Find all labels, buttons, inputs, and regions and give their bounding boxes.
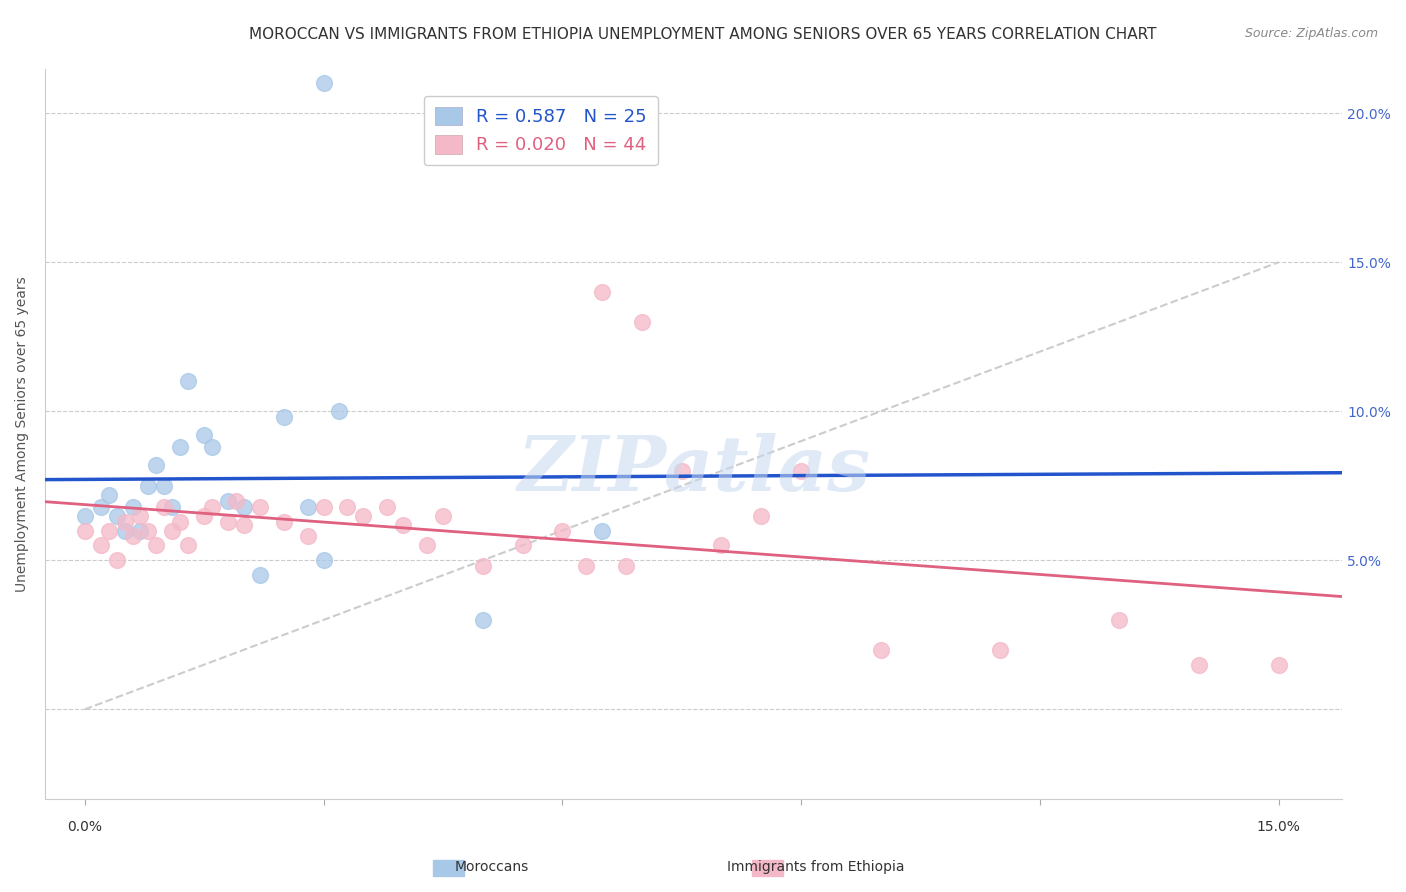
Text: Immigrants from Ethiopia: Immigrants from Ethiopia <box>727 860 904 874</box>
Point <box>392 517 415 532</box>
Point <box>129 508 152 523</box>
Point <box>297 500 319 514</box>
Point <box>193 508 215 523</box>
Point <box>1108 613 1130 627</box>
Point <box>336 500 359 514</box>
Point <box>631 315 654 329</box>
Point <box>471 613 494 627</box>
Point <box>312 77 335 91</box>
Point <box>551 524 574 538</box>
Point <box>988 642 1011 657</box>
Point <box>312 500 335 514</box>
Point <box>105 508 128 523</box>
Point <box>121 500 143 514</box>
Text: ZIPatlas: ZIPatlas <box>517 434 870 508</box>
Point <box>273 410 295 425</box>
Point <box>591 285 613 299</box>
Point <box>90 500 112 514</box>
Y-axis label: Unemployment Among Seniors over 65 years: Unemployment Among Seniors over 65 years <box>15 276 30 591</box>
Point <box>90 538 112 552</box>
Point <box>177 538 200 552</box>
Point <box>73 524 96 538</box>
Point <box>233 517 256 532</box>
Point <box>249 568 271 582</box>
Point <box>575 559 598 574</box>
Point <box>614 559 637 574</box>
Point <box>153 500 176 514</box>
Point <box>273 515 295 529</box>
Point <box>710 538 733 552</box>
Point <box>138 524 160 538</box>
Legend: R = 0.587   N = 25, R = 0.020   N = 44: R = 0.587 N = 25, R = 0.020 N = 44 <box>423 95 658 165</box>
Point <box>97 488 120 502</box>
Text: Source: ZipAtlas.com: Source: ZipAtlas.com <box>1244 27 1378 40</box>
Point <box>129 524 152 538</box>
Point <box>512 538 534 552</box>
Point <box>217 515 239 529</box>
Text: 0.0%: 0.0% <box>67 820 103 834</box>
Point <box>328 404 350 418</box>
Point <box>591 524 613 538</box>
Point <box>471 559 494 574</box>
Point <box>145 458 167 472</box>
Point <box>217 493 239 508</box>
Text: MOROCCAN VS IMMIGRANTS FROM ETHIOPIA UNEMPLOYMENT AMONG SENIORS OVER 65 YEARS CO: MOROCCAN VS IMMIGRANTS FROM ETHIOPIA UNE… <box>249 27 1157 42</box>
Point <box>73 508 96 523</box>
Point <box>671 464 693 478</box>
Point <box>1188 657 1211 672</box>
Point <box>869 642 891 657</box>
Point <box>162 524 184 538</box>
Point <box>790 464 813 478</box>
Point <box>749 508 772 523</box>
Point <box>153 479 176 493</box>
Point <box>225 493 247 508</box>
Point <box>121 529 143 543</box>
Text: Moroccans: Moroccans <box>456 860 529 874</box>
Point <box>114 515 136 529</box>
Point <box>193 428 215 442</box>
Point <box>201 440 224 454</box>
Point <box>145 538 167 552</box>
Point <box>432 508 454 523</box>
Text: 15.0%: 15.0% <box>1257 820 1301 834</box>
Point <box>416 538 439 552</box>
Point <box>249 500 271 514</box>
Point <box>233 500 256 514</box>
Point <box>201 500 224 514</box>
Point <box>162 500 184 514</box>
Point <box>97 524 120 538</box>
Point <box>169 440 191 454</box>
Point <box>105 553 128 567</box>
Point <box>297 529 319 543</box>
Point <box>138 479 160 493</box>
Point <box>1267 657 1289 672</box>
Point <box>177 375 200 389</box>
Point <box>312 553 335 567</box>
Point <box>375 500 398 514</box>
Point <box>169 515 191 529</box>
Point <box>114 524 136 538</box>
Point <box>352 508 374 523</box>
